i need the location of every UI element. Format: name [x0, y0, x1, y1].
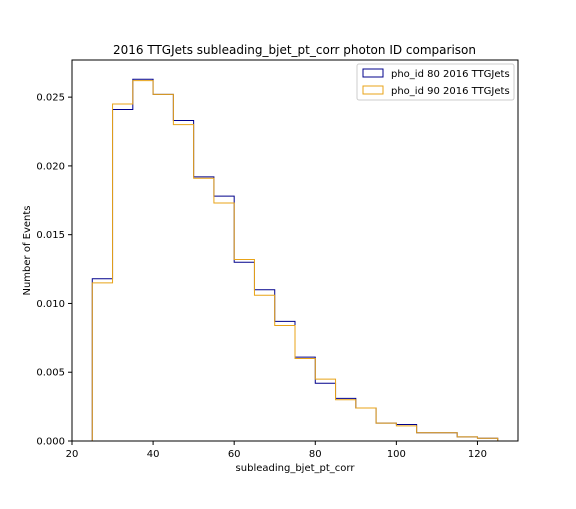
x-tick-label: 120: [468, 449, 487, 460]
y-tick-label: 0.000: [36, 437, 65, 448]
legend: pho_id 80 2016 TTGJets pho_id 90 2016 TT…: [356, 63, 515, 101]
y-tick-label: 0.025: [36, 93, 65, 104]
y-axis: 0.000 0.005 0.010 0.015 0.020 0.025: [36, 93, 72, 448]
legend-box: [356, 63, 515, 101]
legend-label-pho-id-90: pho_id 90 2016 TTGJets: [391, 86, 510, 97]
plot-area: [91, 78, 499, 441]
x-tick-label: 100: [387, 449, 406, 460]
legend-swatch-pho-id-80: [362, 68, 384, 78]
legend-swatch-pho-id-90: [362, 85, 384, 95]
x-tick-label: 80: [309, 449, 322, 460]
y-tick-label: 0.005: [36, 368, 65, 379]
x-axis-label: subleading_bjet_pt_corr: [236, 463, 356, 474]
x-tick-label: 40: [147, 449, 160, 460]
x-axis: 20 40 60 80 100 120: [66, 441, 487, 460]
series-step-0: [91, 78, 499, 441]
chart-title: 2016 TTGJets subleading_bjet_pt_corr pho…: [113, 43, 476, 57]
x-tick-label: 60: [228, 449, 241, 460]
y-tick-label: 0.015: [36, 230, 65, 241]
y-axis-label: Number of Events: [22, 205, 33, 295]
y-tick-label: 0.010: [36, 299, 65, 310]
plot-frame: [71, 59, 519, 442]
legend-label-pho-id-80: pho_id 80 2016 TTGJets: [391, 69, 510, 80]
series-step-1: [91, 80, 499, 441]
y-tick-label: 0.020: [36, 161, 65, 172]
x-tick-label: 20: [66, 449, 79, 460]
